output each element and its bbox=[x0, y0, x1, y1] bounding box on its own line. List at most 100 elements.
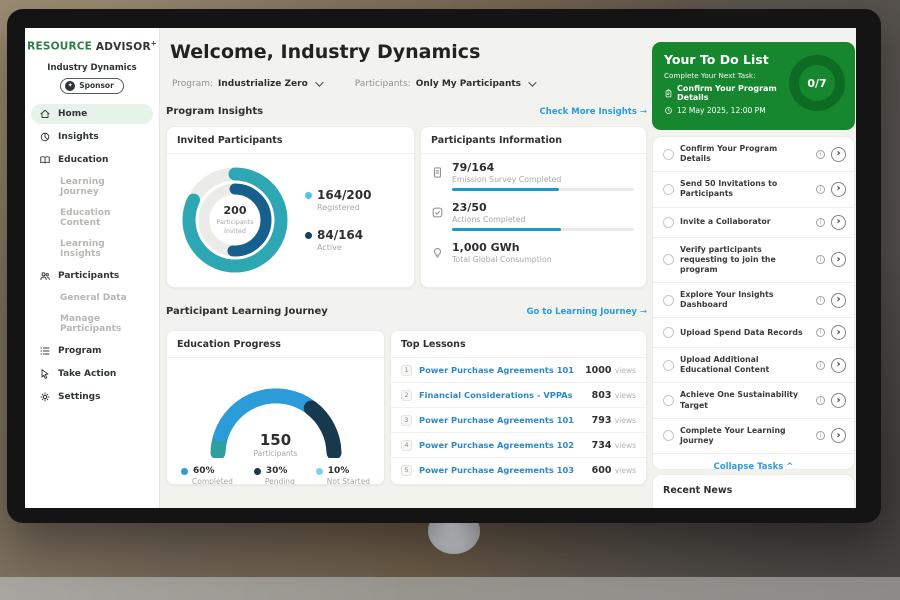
stat-row-total-global-consumption: 1,000 GWh Total Global Consumption bbox=[431, 241, 634, 268]
check-more-insights-link[interactable]: Check More Insights → bbox=[539, 106, 647, 117]
todo-progress-ring: 0/7 bbox=[789, 55, 845, 111]
task-checkbox[interactable] bbox=[663, 327, 674, 339]
legend-value: 60% bbox=[193, 466, 215, 476]
sidebar-item-insights[interactable]: Insights bbox=[31, 127, 153, 147]
sidebar-item-manage-participants[interactable]: Manage Participants bbox=[31, 310, 153, 338]
stat-row-emission-survey-completed: 79/164 Emission Survey Completed bbox=[431, 161, 634, 191]
task-go-button[interactable]: › bbox=[831, 428, 846, 444]
lesson-views: 600 views bbox=[591, 464, 636, 476]
sidebar-item-education-content[interactable]: Education Content bbox=[31, 204, 153, 232]
sidebar-item-participants[interactable]: Participants bbox=[31, 266, 153, 286]
insights-icon bbox=[39, 131, 51, 143]
sidebar-item-label: Participants bbox=[58, 270, 120, 281]
participants-select[interactable]: Participants: Only My Participants bbox=[355, 78, 537, 89]
task-go-button[interactable]: › bbox=[831, 146, 846, 162]
recent-news-title: Recent News bbox=[663, 485, 733, 496]
sidebar-item-home[interactable]: Home bbox=[31, 103, 153, 124]
task-checkbox[interactable] bbox=[663, 216, 674, 228]
task-go-button[interactable]: › bbox=[831, 214, 846, 230]
task-label[interactable]: Upload Additional Educational Content bbox=[680, 355, 770, 375]
info-icon[interactable]: i bbox=[816, 360, 825, 370]
lesson-row: 5 Power Purchase Agreements 103 600 views bbox=[391, 458, 646, 482]
collapse-tasks-link[interactable]: Collapse Tasks ^ bbox=[713, 461, 794, 472]
task-go-button[interactable]: › bbox=[831, 292, 846, 308]
sidebar-item-label: Education bbox=[58, 154, 109, 165]
sidebar-item-learning-insights[interactable]: Learning Insights bbox=[31, 235, 153, 263]
arrow-right-icon: → bbox=[639, 306, 647, 317]
participants-information-body: 79/164 Emission Survey Completed 23/50 Acti… bbox=[421, 154, 646, 268]
task-checkbox[interactable] bbox=[663, 183, 674, 195]
program-select[interactable]: Program: Industrialize Zero bbox=[172, 78, 324, 89]
stat-value: 23/50 bbox=[452, 201, 487, 214]
lesson-link[interactable]: Power Purchase Agreements 101 bbox=[419, 415, 575, 425]
info-icon[interactable]: i bbox=[816, 255, 825, 265]
lesson-link[interactable]: Power Purchase Agreements 101 bbox=[419, 365, 575, 375]
task-go-button[interactable]: › bbox=[831, 325, 846, 341]
task-go-button[interactable]: › bbox=[831, 181, 846, 197]
info-icon[interactable]: i bbox=[816, 149, 825, 159]
task-label[interactable]: Achieve One Sustainability Target bbox=[680, 390, 799, 410]
info-icon[interactable]: i bbox=[816, 295, 825, 305]
task-label[interactable]: Verify participants requesting to join t… bbox=[680, 244, 776, 274]
task-checkbox[interactable] bbox=[663, 395, 674, 406]
sidebar-item-settings[interactable]: Settings bbox=[31, 387, 153, 407]
lesson-link[interactable]: Financial Considerations - VPPAs bbox=[419, 390, 573, 400]
program-icon bbox=[39, 345, 51, 357]
info-icon[interactable]: i bbox=[816, 328, 825, 338]
task-checkbox[interactable] bbox=[663, 430, 674, 442]
sidebar-item-general-data[interactable]: General Data bbox=[31, 289, 153, 307]
lesson-link[interactable]: Power Purchase Agreements 103 bbox=[419, 465, 575, 475]
sidebar-item-program[interactable]: Program bbox=[31, 341, 153, 361]
home-icon bbox=[39, 108, 51, 120]
lesson-rank-badge: 1 bbox=[401, 364, 412, 376]
task-label[interactable]: Explore Your Insights Dashboard bbox=[680, 289, 774, 309]
participants-information-card: Participants Information 79/164 Emission … bbox=[420, 126, 647, 288]
invited-participants-body: 200 Participants Invited 164/200 Register… bbox=[167, 154, 414, 280]
sidebar-item-take-action[interactable]: Take Action bbox=[31, 364, 153, 384]
legend-label: Not Started bbox=[326, 477, 370, 485]
lesson-views: 803 views bbox=[591, 389, 636, 401]
task-label[interactable]: Confirm Your Program Details bbox=[680, 144, 778, 164]
stat-row-actions-completed: 23/50 Actions Completed bbox=[431, 201, 634, 231]
program-select-label: Program: bbox=[172, 79, 214, 89]
info-icon[interactable]: i bbox=[816, 396, 825, 405]
todo-next-task: Confirm Your Program Details bbox=[664, 84, 789, 102]
lesson-link[interactable]: Power Purchase Agreements 102 bbox=[419, 440, 575, 450]
sidebar-item-learning-journey[interactable]: Learning Journey bbox=[31, 173, 153, 201]
info-icon[interactable]: i bbox=[816, 217, 825, 227]
task-label[interactable]: Invite a Collaborator bbox=[680, 216, 771, 226]
task-label[interactable]: Upload Spend Data Records bbox=[680, 327, 803, 337]
task-go-button[interactable]: › bbox=[831, 393, 846, 408]
sponsor-badge[interactable]: ✦ Sponsor bbox=[60, 77, 124, 94]
sidebar-item-label: Learning Insights bbox=[60, 238, 105, 259]
info-icon[interactable]: i bbox=[816, 184, 825, 194]
gauge-chart-svg bbox=[210, 388, 341, 460]
task-checkbox[interactable] bbox=[663, 294, 674, 306]
take-action-icon bbox=[39, 368, 51, 380]
page-title: Welcome, Industry Dynamics bbox=[170, 41, 481, 63]
todo-summary-card: Your To Do List Complete Your Next Task:… bbox=[652, 42, 855, 130]
task-row-invite-a-collaborator: Invite a Collaborator i › bbox=[653, 208, 854, 238]
task-go-button[interactable]: › bbox=[831, 357, 846, 373]
task-checkbox[interactable] bbox=[663, 148, 674, 160]
lesson-row: 1 Power Purchase Agreements 101 1000 views bbox=[391, 358, 646, 383]
sidebar-item-education[interactable]: Education bbox=[31, 150, 153, 170]
legend-item-completed: 60% Completed bbox=[181, 466, 233, 484]
task-label[interactable]: Send 50 Invitations to Participants bbox=[680, 179, 778, 199]
task-label[interactable]: Complete Your Learning Journey bbox=[680, 425, 786, 445]
todo-summary-text: Your To Do List Complete Your Next Task:… bbox=[664, 52, 789, 130]
sidebar-nav: Home Insights Education Learning Journey Edu… bbox=[25, 103, 159, 407]
task-checkbox[interactable] bbox=[663, 359, 674, 371]
go-to-learning-journey-link[interactable]: Go to Learning Journey → bbox=[526, 306, 647, 317]
program-insights-header: Program Insights Check More Insights → bbox=[166, 106, 647, 117]
participants-select-value: Only My Participants bbox=[415, 79, 522, 89]
gauge-center-label: 150 Participants bbox=[253, 431, 298, 458]
legend-value: 30% bbox=[265, 466, 288, 476]
lesson-row: 2 Financial Considerations - VPPAs 803 vie… bbox=[391, 383, 646, 408]
info-icon[interactable]: i bbox=[816, 431, 825, 441]
lesson-views: 1000 views bbox=[585, 364, 636, 376]
app-logo: RESOURCE ADVISOR+ bbox=[25, 39, 159, 53]
task-checkbox[interactable] bbox=[663, 254, 674, 266]
chevron-down-icon bbox=[314, 78, 324, 87]
task-go-button[interactable]: › bbox=[831, 252, 846, 268]
